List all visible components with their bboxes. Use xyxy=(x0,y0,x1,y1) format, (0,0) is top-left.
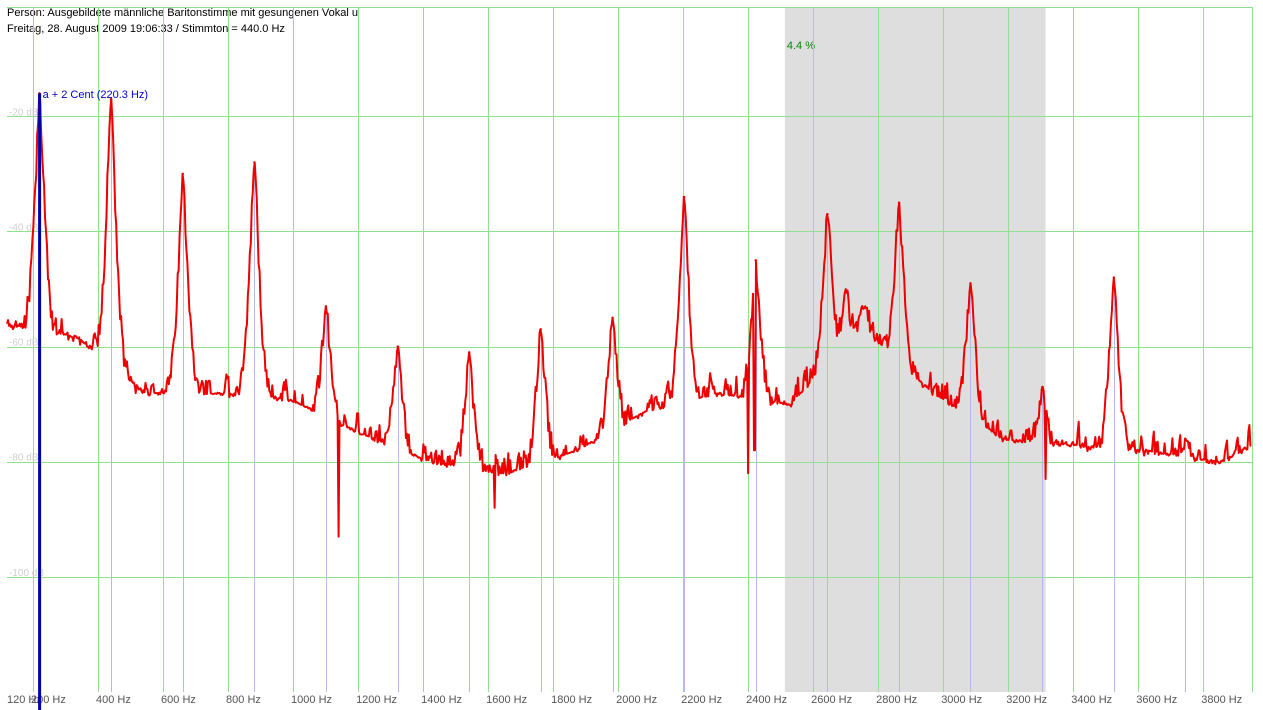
harmonic-peak-13 xyxy=(969,282,972,285)
selection-band[interactable]: 4.4 % xyxy=(784,7,1046,692)
harmonic-peak-1 xyxy=(109,97,113,101)
harmonic-peak-16 xyxy=(1184,437,1187,440)
y-tick-label-2: -60 dB xyxy=(9,338,39,349)
harmonic-peak-14 xyxy=(1041,385,1044,389)
band-area[interactable] xyxy=(784,7,1046,692)
y-tick-label-4: -100 dB xyxy=(9,568,44,579)
harmonic-peak-9 xyxy=(682,195,686,199)
x-tick-label-8: 1600 Hz xyxy=(486,694,527,706)
x-tick-label-17: 3400 Hz xyxy=(1071,694,1112,706)
x-gridlines xyxy=(33,7,1253,692)
cursor-line xyxy=(38,93,42,710)
harmonic-peak-8 xyxy=(611,316,614,320)
date-header: Freitag, 28. August 2009 19:06:33 / Stim… xyxy=(7,23,285,35)
spectrum-series xyxy=(6,92,1252,538)
x-tick-label-4: 800 Hz xyxy=(226,694,261,706)
x-tick-label-19: 3800 Hz xyxy=(1201,694,1242,706)
harmonic-peak-2 xyxy=(181,172,185,176)
harmonic-peak-4 xyxy=(324,305,328,308)
y-tick-labels: -20 dB -40 dB -60 dB -80 dB -100 dB xyxy=(9,107,44,579)
x-tick-label-6: 1200 Hz xyxy=(356,694,397,706)
y-tick-label-3: -80 dB xyxy=(9,453,39,464)
x-tick-label-2: 400 Hz xyxy=(96,694,131,706)
spectrum-line xyxy=(6,92,1252,538)
x-tick-label-11: 2200 Hz xyxy=(681,694,722,706)
x-tick-label-7: 1400 Hz xyxy=(421,694,462,706)
x-tick-label-15: 3000 Hz xyxy=(941,694,982,706)
frequency-cursor[interactable]: a + 2 Cent (220.3 Hz) xyxy=(38,89,148,710)
harmonic-peak-3 xyxy=(253,161,256,164)
harmonic-peak-15 xyxy=(1112,276,1116,279)
y-tick-label-0: -20 dB xyxy=(9,107,39,118)
x-tick-label-10: 2000 Hz xyxy=(616,694,657,706)
x-tick-label-16: 3200 Hz xyxy=(1006,694,1047,706)
band-label: 4.4 % xyxy=(787,40,815,52)
cursor-label: a + 2 Cent (220.3 Hz) xyxy=(43,89,148,101)
harmonic-peak-10 xyxy=(754,259,757,262)
x-tick-label-12: 2400 Hz xyxy=(746,694,787,706)
x-tick-label-18: 3600 Hz xyxy=(1136,694,1177,706)
y-tick-label-1: -40 dB xyxy=(9,222,39,233)
harmonic-peak-12 xyxy=(897,201,901,204)
x-tick-label-1: 200 Hz xyxy=(31,694,66,706)
person-header: Person: Ausgebildete männliche Baritonst… xyxy=(7,7,358,19)
harmonic-peak-7 xyxy=(539,328,542,331)
x-tick-label-9: 1800 Hz xyxy=(551,694,592,706)
x-tick-label-14: 2800 Hz xyxy=(876,694,917,706)
y-gridlines xyxy=(7,7,1252,578)
x-tick-label-3: 600 Hz xyxy=(161,694,196,706)
harmonic-peak-5 xyxy=(396,345,399,348)
x-tick-label-13: 2600 Hz xyxy=(811,694,852,706)
x-tick-label-5: 1000 Hz xyxy=(291,694,332,706)
x-tick-label-0: 120 Hz xyxy=(7,694,42,706)
harmonic-peak-6 xyxy=(468,351,471,354)
harmonic-peak-11 xyxy=(826,213,829,216)
